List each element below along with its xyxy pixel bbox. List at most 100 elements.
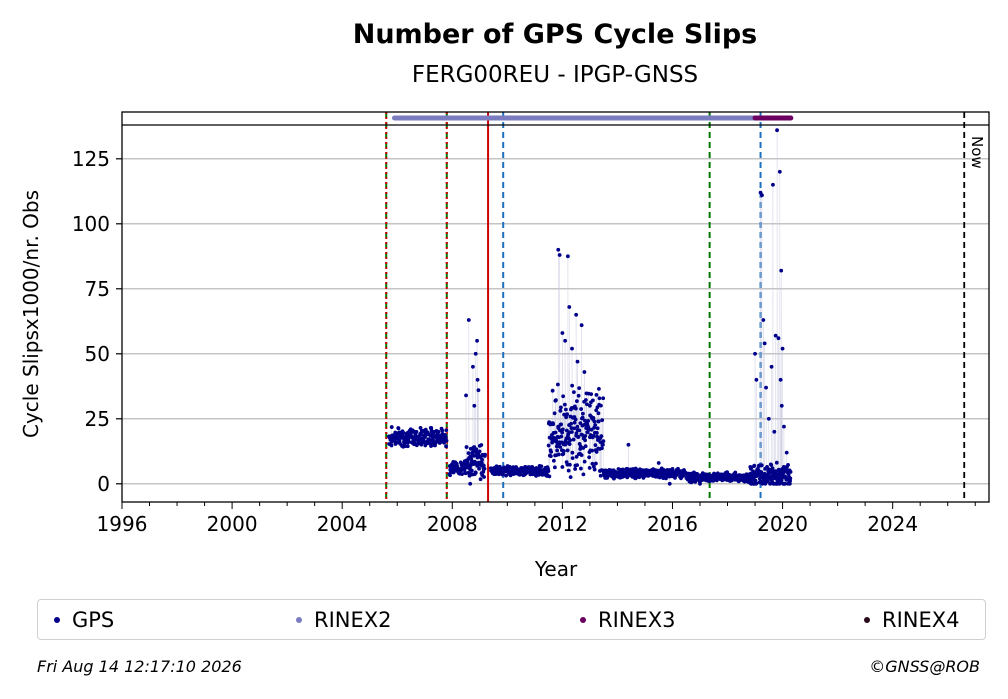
gps-data-point (431, 437, 435, 442)
gps-data-point (475, 377, 480, 382)
gps-data-point (600, 446, 604, 451)
chart-subtitle: FERG00REU - IPGP-GNSS (412, 62, 698, 88)
gps-data-point (556, 247, 561, 252)
gps-data-point (558, 405, 563, 410)
gps-data-point (477, 466, 481, 471)
gps-data-point (601, 442, 605, 447)
gps-data-point (436, 429, 441, 434)
gps-data-point (569, 426, 574, 430)
gps-data-point (775, 128, 779, 133)
gps-data-point (553, 430, 558, 435)
gps-data-point (580, 415, 585, 420)
gps-data-point (598, 473, 603, 478)
gps-data-point (577, 428, 582, 433)
gps-data-point (591, 398, 595, 403)
gps-data-point (560, 427, 565, 432)
gps-data-point (764, 385, 768, 390)
gps-data-point (482, 475, 486, 479)
gps-data-point (788, 469, 793, 474)
gps-data-point (584, 398, 588, 402)
gps-data-point (778, 377, 783, 382)
gps-data-point (572, 426, 577, 431)
gps-data-point (481, 463, 486, 468)
gps-data-point (582, 370, 587, 374)
gps-data-point (401, 431, 406, 435)
gps-data-point (551, 422, 556, 427)
gps-data-point (779, 268, 784, 273)
gps-data-point (579, 323, 584, 328)
legend-item-rinex2: RINEX2 (296, 607, 392, 633)
gps-data-point (564, 415, 569, 420)
gps-data-point (786, 462, 790, 467)
gps-data-point (474, 447, 479, 452)
gps-data-point (560, 465, 565, 469)
gps-data-point (547, 474, 552, 479)
cycle-slips-chart: Number of GPS Cycle Slips FERG00REU - IP… (19, 19, 990, 581)
y-tick-label: 50 (85, 342, 110, 366)
gps-data-point (482, 466, 487, 471)
x-tick-label: 2020 (757, 512, 808, 536)
gps-data-point (555, 448, 560, 453)
gps-data-point (576, 393, 581, 398)
gps-data-point (574, 312, 579, 317)
gps-data-point (582, 459, 587, 464)
x-tick-label: 2008 (427, 512, 478, 536)
gps-data-point (473, 470, 478, 475)
legend-label-rinex3: RINEX3 (598, 608, 676, 632)
gps-data-point (771, 182, 775, 187)
gps-data-point (754, 377, 759, 382)
gps-data-point (593, 443, 598, 448)
gps-data-point (419, 432, 423, 437)
gps-data-point (782, 481, 787, 486)
gps-data-point (572, 420, 577, 425)
gps-data-point (560, 331, 565, 335)
gps-data-point (468, 481, 473, 486)
gps-data-point (571, 437, 576, 442)
gps-data-point (595, 434, 600, 439)
gps-data-point (670, 466, 675, 471)
gps-data-point (761, 318, 766, 322)
gps-data-point (569, 421, 574, 426)
gps-data-point (751, 469, 755, 474)
legend-item-rinex3: RINEX3 (580, 607, 676, 633)
gps-data-point (471, 364, 475, 369)
gps-data-point (573, 417, 578, 422)
legend: GPS RINEX2 RINEX3 RINEX4 (37, 599, 986, 640)
gps-data-point (769, 463, 774, 467)
gps-data-point (596, 411, 601, 416)
gps-data-point (777, 169, 782, 174)
plot-frame (121, 111, 990, 503)
gps-data-point (577, 386, 582, 391)
gps-data-point (444, 428, 449, 433)
gps-data-point (583, 434, 588, 438)
gps-data-point (596, 419, 601, 424)
gps-data-point (762, 341, 767, 346)
gps-data-point (587, 427, 591, 432)
gps-data-point (782, 424, 786, 429)
gps-data-point (558, 445, 563, 449)
gps-data-point (556, 452, 561, 457)
footer-copyright: ©GNSS@ROB (869, 657, 980, 676)
gps-data-point (594, 461, 598, 466)
gps-data-point (591, 434, 596, 438)
gps-data-point (565, 412, 570, 417)
gps-data-point (595, 431, 599, 435)
gps-data-point (760, 193, 764, 198)
gps-data-point (483, 452, 487, 457)
gps-data-point (574, 431, 579, 436)
x-tick-label: 2012 (537, 512, 588, 536)
gps-data-point (549, 450, 554, 454)
gps-data-point (555, 382, 560, 387)
gps-data-point (593, 423, 598, 427)
gps-marker-icon (54, 617, 60, 623)
gps-data-point (587, 455, 592, 460)
gps-data-point (575, 463, 580, 468)
gps-data-point (592, 464, 596, 469)
y-tick-label: 0 (97, 472, 110, 496)
gps-data-point (580, 411, 585, 416)
gps-data-point (583, 444, 588, 449)
gps-data-point (479, 443, 484, 447)
gps-data-point (765, 479, 770, 484)
gps-data-point (480, 457, 484, 462)
x-tick-label: 1996 (97, 512, 148, 536)
